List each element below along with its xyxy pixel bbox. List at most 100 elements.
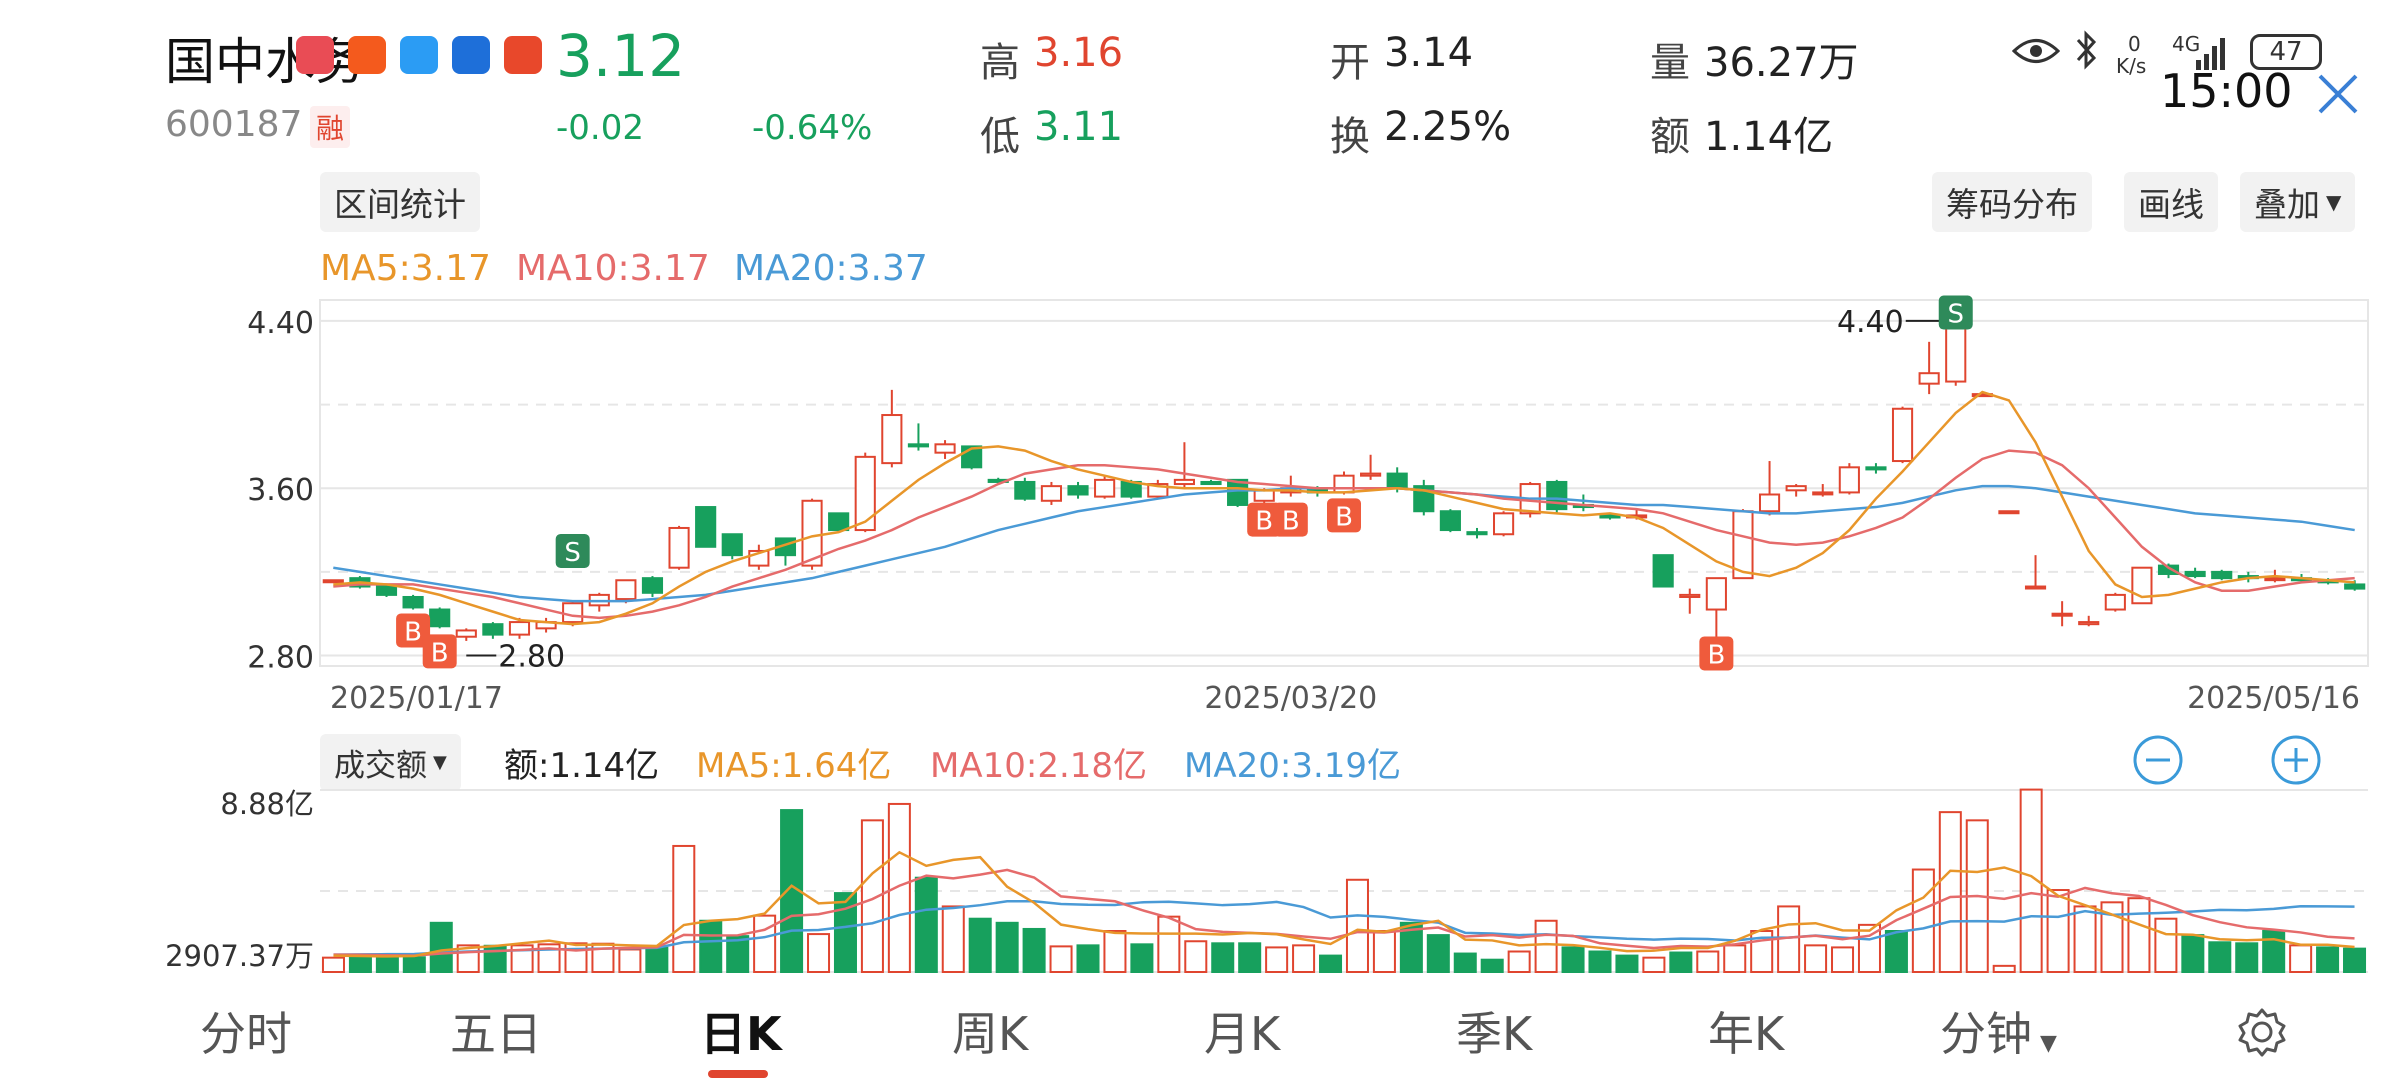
volume-bar bbox=[1480, 958, 1504, 973]
candle-body bbox=[668, 526, 690, 569]
candle-body bbox=[1067, 485, 1089, 496]
volume-bar bbox=[348, 955, 372, 973]
volume-ma10-legend: MA10:2.18亿 bbox=[930, 746, 1148, 786]
tab-1[interactable]: 五日 bbox=[450, 998, 542, 1064]
candle bbox=[1413, 479, 1435, 516]
candle-body bbox=[1439, 510, 1461, 532]
price-change: -0.02 bbox=[556, 108, 644, 148]
tab-label: 年K bbox=[1708, 1007, 1785, 1061]
signal-icon bbox=[2196, 36, 2226, 74]
tab-4[interactable]: 月K bbox=[1204, 998, 1280, 1064]
candle bbox=[429, 607, 451, 629]
candle bbox=[455, 628, 477, 641]
volume-bar bbox=[2343, 947, 2367, 973]
volume-indicator-dropdown[interactable]: 成交额 ▼ bbox=[320, 734, 461, 791]
low-label: 低 bbox=[980, 114, 1020, 160]
battery-icon: 47 bbox=[2250, 34, 2322, 70]
close-icon[interactable] bbox=[2316, 72, 2360, 120]
tab-6[interactable]: 年K bbox=[1708, 998, 1784, 1064]
signal-text: B bbox=[404, 617, 422, 647]
signal-badge bbox=[1247, 502, 1282, 537]
tab-2[interactable]: 日K bbox=[700, 998, 782, 1078]
candle-body bbox=[641, 577, 664, 594]
candle bbox=[748, 544, 770, 570]
volume-bar bbox=[1345, 878, 1369, 973]
candle-body bbox=[429, 608, 451, 628]
volume-bar bbox=[2073, 905, 2097, 973]
taobao-app-icon bbox=[348, 36, 386, 74]
draw-line-button[interactable]: 画线 bbox=[2124, 172, 2218, 232]
candle-body bbox=[2157, 564, 2180, 575]
candle-body bbox=[1891, 407, 1914, 463]
volume-bar bbox=[1426, 934, 1450, 973]
volume-bar bbox=[1049, 945, 1073, 973]
tab-0[interactable]: 分时 bbox=[200, 998, 292, 1064]
volume-bar bbox=[807, 933, 831, 973]
volume-bar bbox=[1588, 950, 1612, 973]
volume-chart[interactable]: 8.88亿 2907.37万 bbox=[0, 780, 2388, 980]
volume-bar bbox=[564, 942, 588, 973]
volume-bar bbox=[2208, 941, 2232, 973]
chip-distribution-button[interactable]: 筹码分布 bbox=[1932, 172, 2092, 232]
interval-stats-button[interactable]: 区间统计 bbox=[320, 172, 480, 232]
candle bbox=[535, 617, 557, 633]
candle-body bbox=[508, 621, 531, 636]
volume-bar bbox=[968, 917, 992, 974]
ma5-line bbox=[333, 390, 2355, 626]
candle-body bbox=[2078, 621, 2100, 626]
gear-icon[interactable] bbox=[2236, 1006, 2288, 1062]
candle bbox=[668, 525, 690, 570]
volume-value: 36.27万 bbox=[1704, 40, 1859, 86]
candle bbox=[375, 584, 398, 597]
tab-7[interactable]: 分钟 ▼ bbox=[1940, 998, 2057, 1064]
tab-5[interactable]: 季K bbox=[1456, 998, 1532, 1064]
signal-badge bbox=[1938, 295, 1973, 330]
volume-indicator-label: 成交额 bbox=[334, 748, 427, 784]
candle bbox=[1812, 484, 1834, 497]
zoom-in-button[interactable] bbox=[2270, 734, 2322, 790]
candle bbox=[2104, 592, 2126, 612]
ma20-legend: MA20:3.37 bbox=[734, 248, 928, 289]
tab-3[interactable]: 周K bbox=[952, 998, 1028, 1064]
max-price-label: 4.40 bbox=[1837, 305, 1904, 340]
candle bbox=[1865, 463, 1887, 474]
tab-label: 季K bbox=[1456, 1007, 1533, 1061]
candle-body bbox=[1758, 493, 1781, 513]
turnover-value: 2.25% bbox=[1384, 104, 1512, 150]
candle-body bbox=[1945, 319, 1967, 383]
signal-badge bbox=[1699, 636, 1734, 671]
volume-bar bbox=[321, 956, 345, 973]
overlay-label: 叠加 bbox=[2254, 185, 2320, 224]
candle-body bbox=[1014, 480, 1036, 500]
candle bbox=[482, 622, 504, 639]
candle-body bbox=[2264, 577, 2286, 582]
volume-bar bbox=[833, 892, 857, 973]
ma10-line bbox=[333, 449, 2355, 620]
x-tick-label: 2025/01/17 bbox=[330, 681, 503, 716]
turnover-label: 换 bbox=[1330, 114, 1370, 160]
active-tab-indicator bbox=[708, 1070, 768, 1078]
candle-body bbox=[1493, 512, 1515, 536]
candle-body bbox=[2344, 583, 2366, 590]
zoom-out-button[interactable] bbox=[2132, 734, 2184, 790]
candle-body bbox=[1253, 489, 1275, 502]
buy-signal: B bbox=[1247, 502, 1282, 537]
amount-value: 1.14亿 bbox=[1704, 114, 1834, 160]
candle bbox=[1040, 481, 1063, 505]
candlestick-chart[interactable]: 4.40 3.60 2.80 2025/01/17 2025/03/20 2025/05/… bbox=[0, 290, 2388, 720]
candle bbox=[1466, 527, 1488, 539]
volume-bar bbox=[2289, 944, 2313, 973]
overlay-dropdown[interactable]: 叠加 ▼ bbox=[2240, 172, 2356, 232]
candle-body bbox=[801, 499, 823, 567]
candle-body bbox=[1466, 531, 1488, 536]
candle-body bbox=[2211, 570, 2233, 580]
volume-bar bbox=[1938, 811, 1962, 974]
volume-bar bbox=[1911, 868, 1935, 973]
candle-body bbox=[1865, 466, 1887, 471]
candle bbox=[1439, 509, 1461, 533]
candle bbox=[641, 576, 664, 597]
y-tick-label: 2.80 bbox=[247, 641, 314, 676]
tab-label: 日K bbox=[700, 1007, 782, 1061]
ma5-legend: MA5:3.17 bbox=[320, 248, 491, 289]
candle bbox=[615, 579, 637, 604]
